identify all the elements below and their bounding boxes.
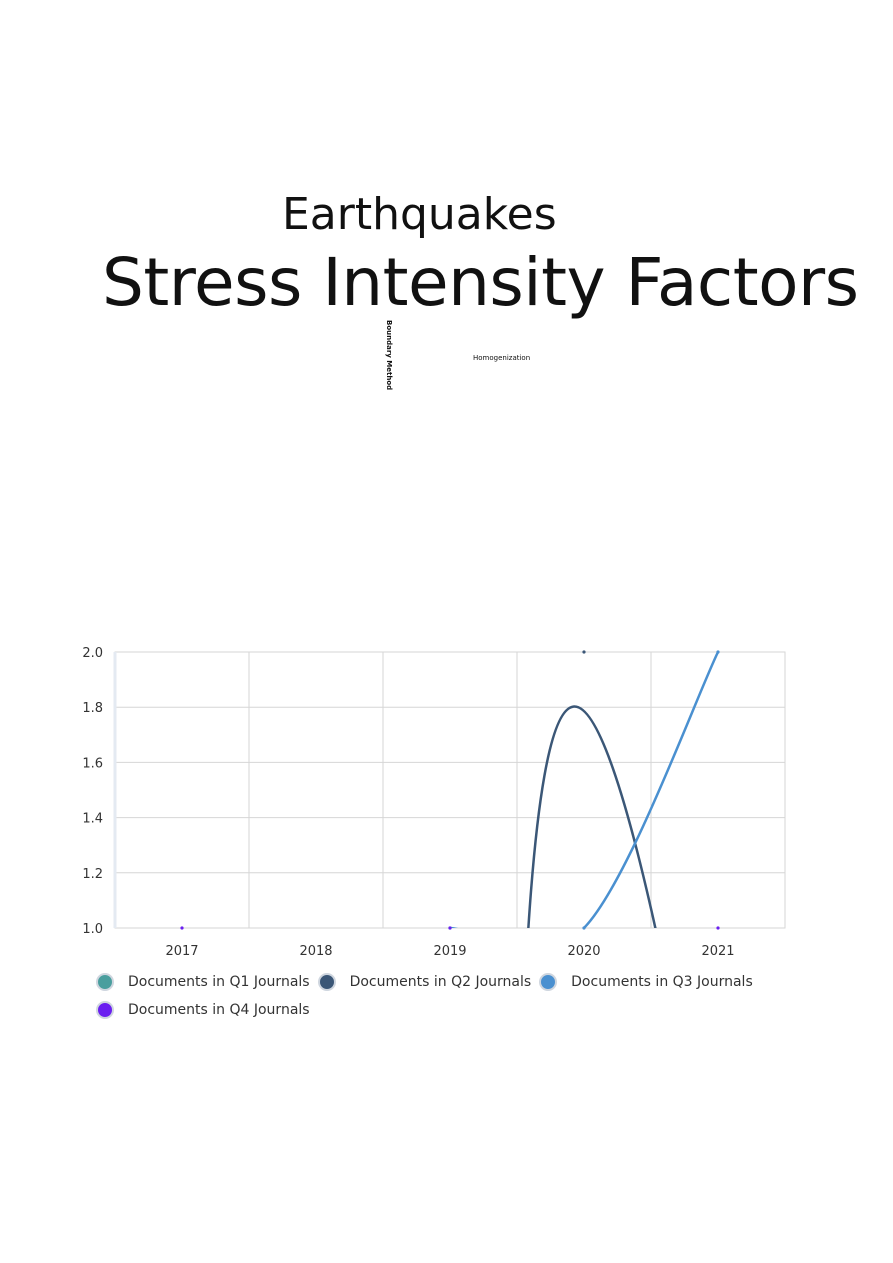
y-tick-label: 1.4 <box>82 812 103 827</box>
data-point-q2 <box>582 650 586 654</box>
data-point-q3 <box>716 650 720 654</box>
data-point-q4 <box>716 926 720 930</box>
y-tick-label: 1.0 <box>82 922 103 937</box>
legend-item-q4[interactable]: Documents in Q4 Journals <box>96 999 310 1021</box>
y-tick-label: 1.8 <box>82 701 103 716</box>
quartile-chart: 1.0 1.2 1.4 1.6 1.8 2.0 2017 2018 2019 2020 2021 <box>0 620 893 1040</box>
series-line-q3 <box>450 652 720 928</box>
word-stress-intensity-factors: Stress Intensity Factors <box>102 244 859 321</box>
legend-swatch-q3 <box>539 973 558 991</box>
word-earthquakes: Earthquakes <box>282 189 557 240</box>
chart-legend: Documents in Q1 Journals Documents in Q2… <box>96 971 796 1021</box>
legend-label-q3: Documents in Q3 Journals <box>571 974 753 990</box>
x-tick-label: 2018 <box>299 944 332 959</box>
legend-swatch-q1 <box>96 973 114 991</box>
legend-swatch-q4 <box>96 1001 114 1019</box>
data-point-q4 <box>180 926 184 930</box>
legend-label-q2: Documents in Q2 Journals <box>349 974 532 990</box>
data-point-q4 <box>448 926 452 930</box>
word-homogenization: Homogenization <box>473 354 531 362</box>
x-tick-label: 2017 <box>165 944 198 959</box>
x-tick-label: 2021 <box>701 944 734 959</box>
legend-label-q4: Documents in Q4 Journals <box>128 1002 310 1018</box>
word-cloud: Earthquakes Stress Intensity Factors Bou… <box>0 0 893 420</box>
legend-swatch-q2 <box>317 973 336 991</box>
y-tick-label: 1.2 <box>82 867 103 882</box>
word-boundary-method: Boundary Method <box>385 320 393 391</box>
x-tick-label: 2020 <box>567 944 600 959</box>
y-tick-label: 1.6 <box>82 756 103 771</box>
chart-svg: 1.0 1.2 1.4 1.6 1.8 2.0 2017 2018 2019 2020 2021 <box>82 646 786 959</box>
data-point-q3 <box>582 926 586 930</box>
y-tick-label: 2.0 <box>82 646 103 661</box>
x-tick-label: 2019 <box>433 944 466 959</box>
legend-item-q2[interactable]: Documents in Q2 Journals <box>317 971 532 993</box>
series-line-q2 <box>527 705 657 928</box>
legend-item-q1[interactable]: Documents in Q1 Journals <box>96 971 310 993</box>
legend-item-q3[interactable]: Documents in Q3 Journals <box>539 971 753 993</box>
legend-label-q1: Documents in Q1 Journals <box>128 974 310 990</box>
plot-area <box>114 651 786 929</box>
